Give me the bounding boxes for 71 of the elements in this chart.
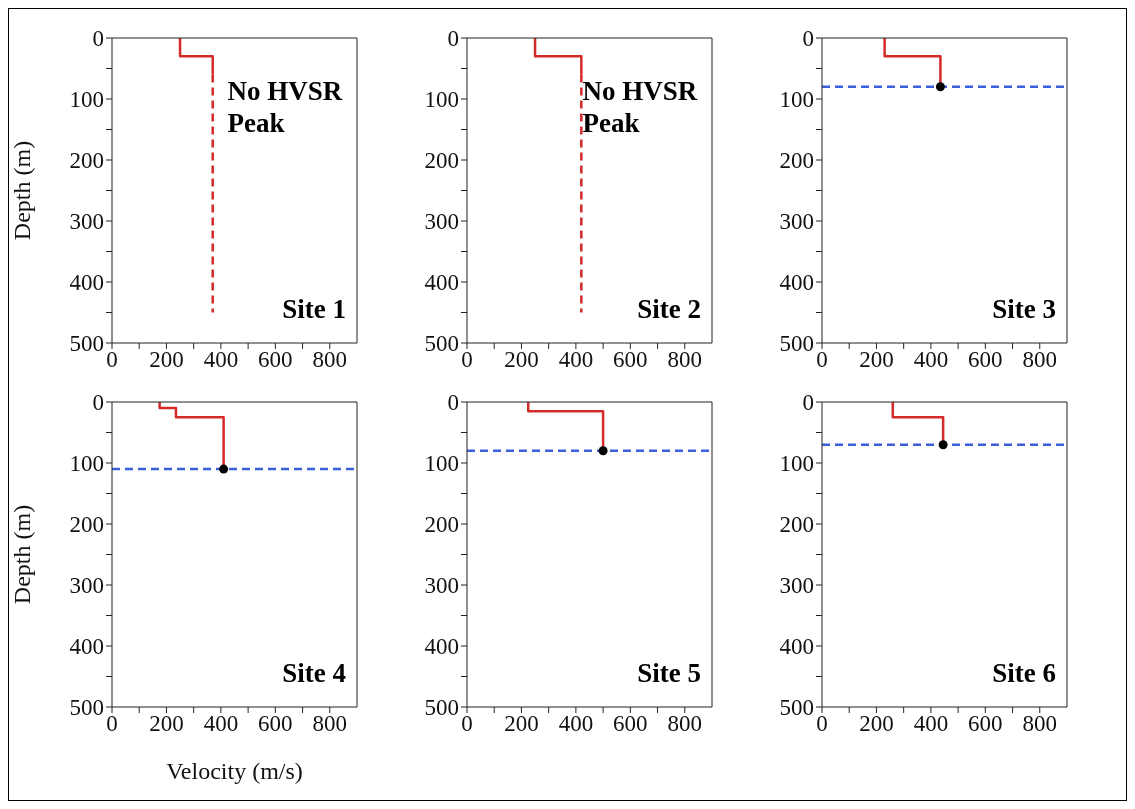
y-tick-label: 400 [779,270,814,296]
y-tick-label: 500 [69,695,104,721]
x-tick-label: 800 [667,711,703,737]
x-tick-label: 400 [203,711,239,737]
y-tick-label: 300 [779,573,814,599]
y-tick-label: 500 [779,331,814,357]
annotation: Site 6 [992,657,1056,689]
y-tick-label: 100 [69,451,104,477]
x-tick-label: 800 [1022,711,1058,737]
y-tick-label: 0 [802,26,814,52]
x-tick-label: 200 [504,347,539,373]
y-axis-title: Depth (m) [8,504,35,605]
y-tick-label: 200 [424,512,459,538]
y-tick-label: 400 [424,270,459,296]
y-tick-label: 100 [779,87,814,113]
x-axis-title: Velocity (m/s) [166,758,303,784]
y-tick-label: 400 [779,634,814,660]
x-tick-label: 600 [613,711,648,737]
y-tick-label: 300 [779,209,814,235]
y-tick-label: 300 [424,573,459,599]
y-tick-label: 500 [424,695,459,721]
x-tick-label: 600 [968,711,1003,737]
y-tick-label: 0 [92,26,104,52]
y-tick-label: 500 [69,331,104,357]
x-tick-label: 800 [312,711,348,737]
y-axis-title: Depth (m) [8,140,35,241]
y-tick-label: 500 [424,331,459,357]
x-tick-label: 200 [149,347,184,373]
y-tick-label: 300 [69,209,104,235]
x-tick-label: 600 [968,347,1003,373]
y-tick-label: 0 [92,390,104,416]
annotation: Site 4 [282,657,346,689]
x-tick-label: 600 [258,711,293,737]
y-tick-label: 200 [779,148,814,174]
y-tick-label: 300 [424,209,459,235]
y-tick-label: 0 [447,390,459,416]
annotation: Site 2 [637,293,701,325]
y-tick-label: 400 [69,270,104,296]
annotation: Site 3 [992,293,1056,325]
x-tick-label: 200 [149,711,184,737]
x-tick-label: 200 [859,347,894,373]
x-tick-label: 600 [258,347,293,373]
y-tick-label: 400 [69,634,104,660]
x-tick-label: 400 [558,711,594,737]
x-tick-label: 600 [613,347,648,373]
y-tick-label: 100 [424,451,459,477]
x-tick-label: 800 [667,347,703,373]
y-tick-label: 0 [802,390,814,416]
annotation: Site 1 [282,293,346,325]
y-tick-label: 500 [779,695,814,721]
y-tick-label: 200 [424,148,459,174]
x-tick-label: 200 [859,711,894,737]
y-tick-label: 100 [69,87,104,113]
x-tick-label: 800 [312,347,348,373]
y-tick-label: 100 [424,87,459,113]
x-tick-label: 400 [203,347,239,373]
y-tick-label: 200 [779,512,814,538]
y-tick-label: 400 [424,634,459,660]
x-tick-label: 400 [913,711,949,737]
y-tick-label: 300 [69,573,104,599]
x-tick-label: 400 [558,347,594,373]
annotation: Site 5 [637,657,701,689]
annotation: No HVSR Peak [582,75,699,139]
x-tick-label: 200 [504,711,539,737]
x-tick-label: 400 [913,347,949,373]
annotation: No HVSR Peak [227,75,344,139]
y-tick-label: 0 [447,26,459,52]
y-tick-label: 200 [69,148,104,174]
x-tick-label: 800 [1022,347,1058,373]
y-tick-label: 200 [69,512,104,538]
y-tick-label: 100 [779,451,814,477]
